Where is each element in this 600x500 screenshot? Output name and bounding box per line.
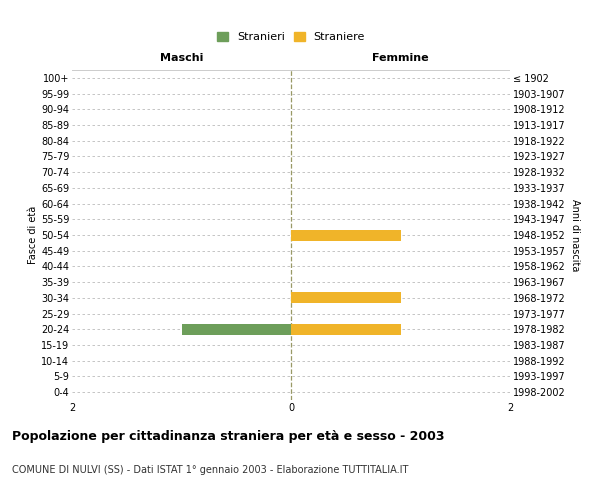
Text: Maschi: Maschi <box>160 54 203 64</box>
Bar <box>291 292 401 304</box>
Legend: Stranieri, Straniere: Stranieri, Straniere <box>215 30 367 44</box>
Bar <box>182 324 291 335</box>
Text: COMUNE DI NULVI (SS) - Dati ISTAT 1° gennaio 2003 - Elaborazione TUTTITALIA.IT: COMUNE DI NULVI (SS) - Dati ISTAT 1° gen… <box>12 465 409 475</box>
Bar <box>291 324 401 335</box>
Text: Popolazione per cittadinanza straniera per età e sesso - 2003: Popolazione per cittadinanza straniera p… <box>12 430 445 443</box>
Y-axis label: Anni di nascita: Anni di nascita <box>569 199 580 271</box>
Y-axis label: Fasce di età: Fasce di età <box>28 206 38 264</box>
Text: Femmine: Femmine <box>372 54 429 64</box>
Bar <box>291 230 401 240</box>
